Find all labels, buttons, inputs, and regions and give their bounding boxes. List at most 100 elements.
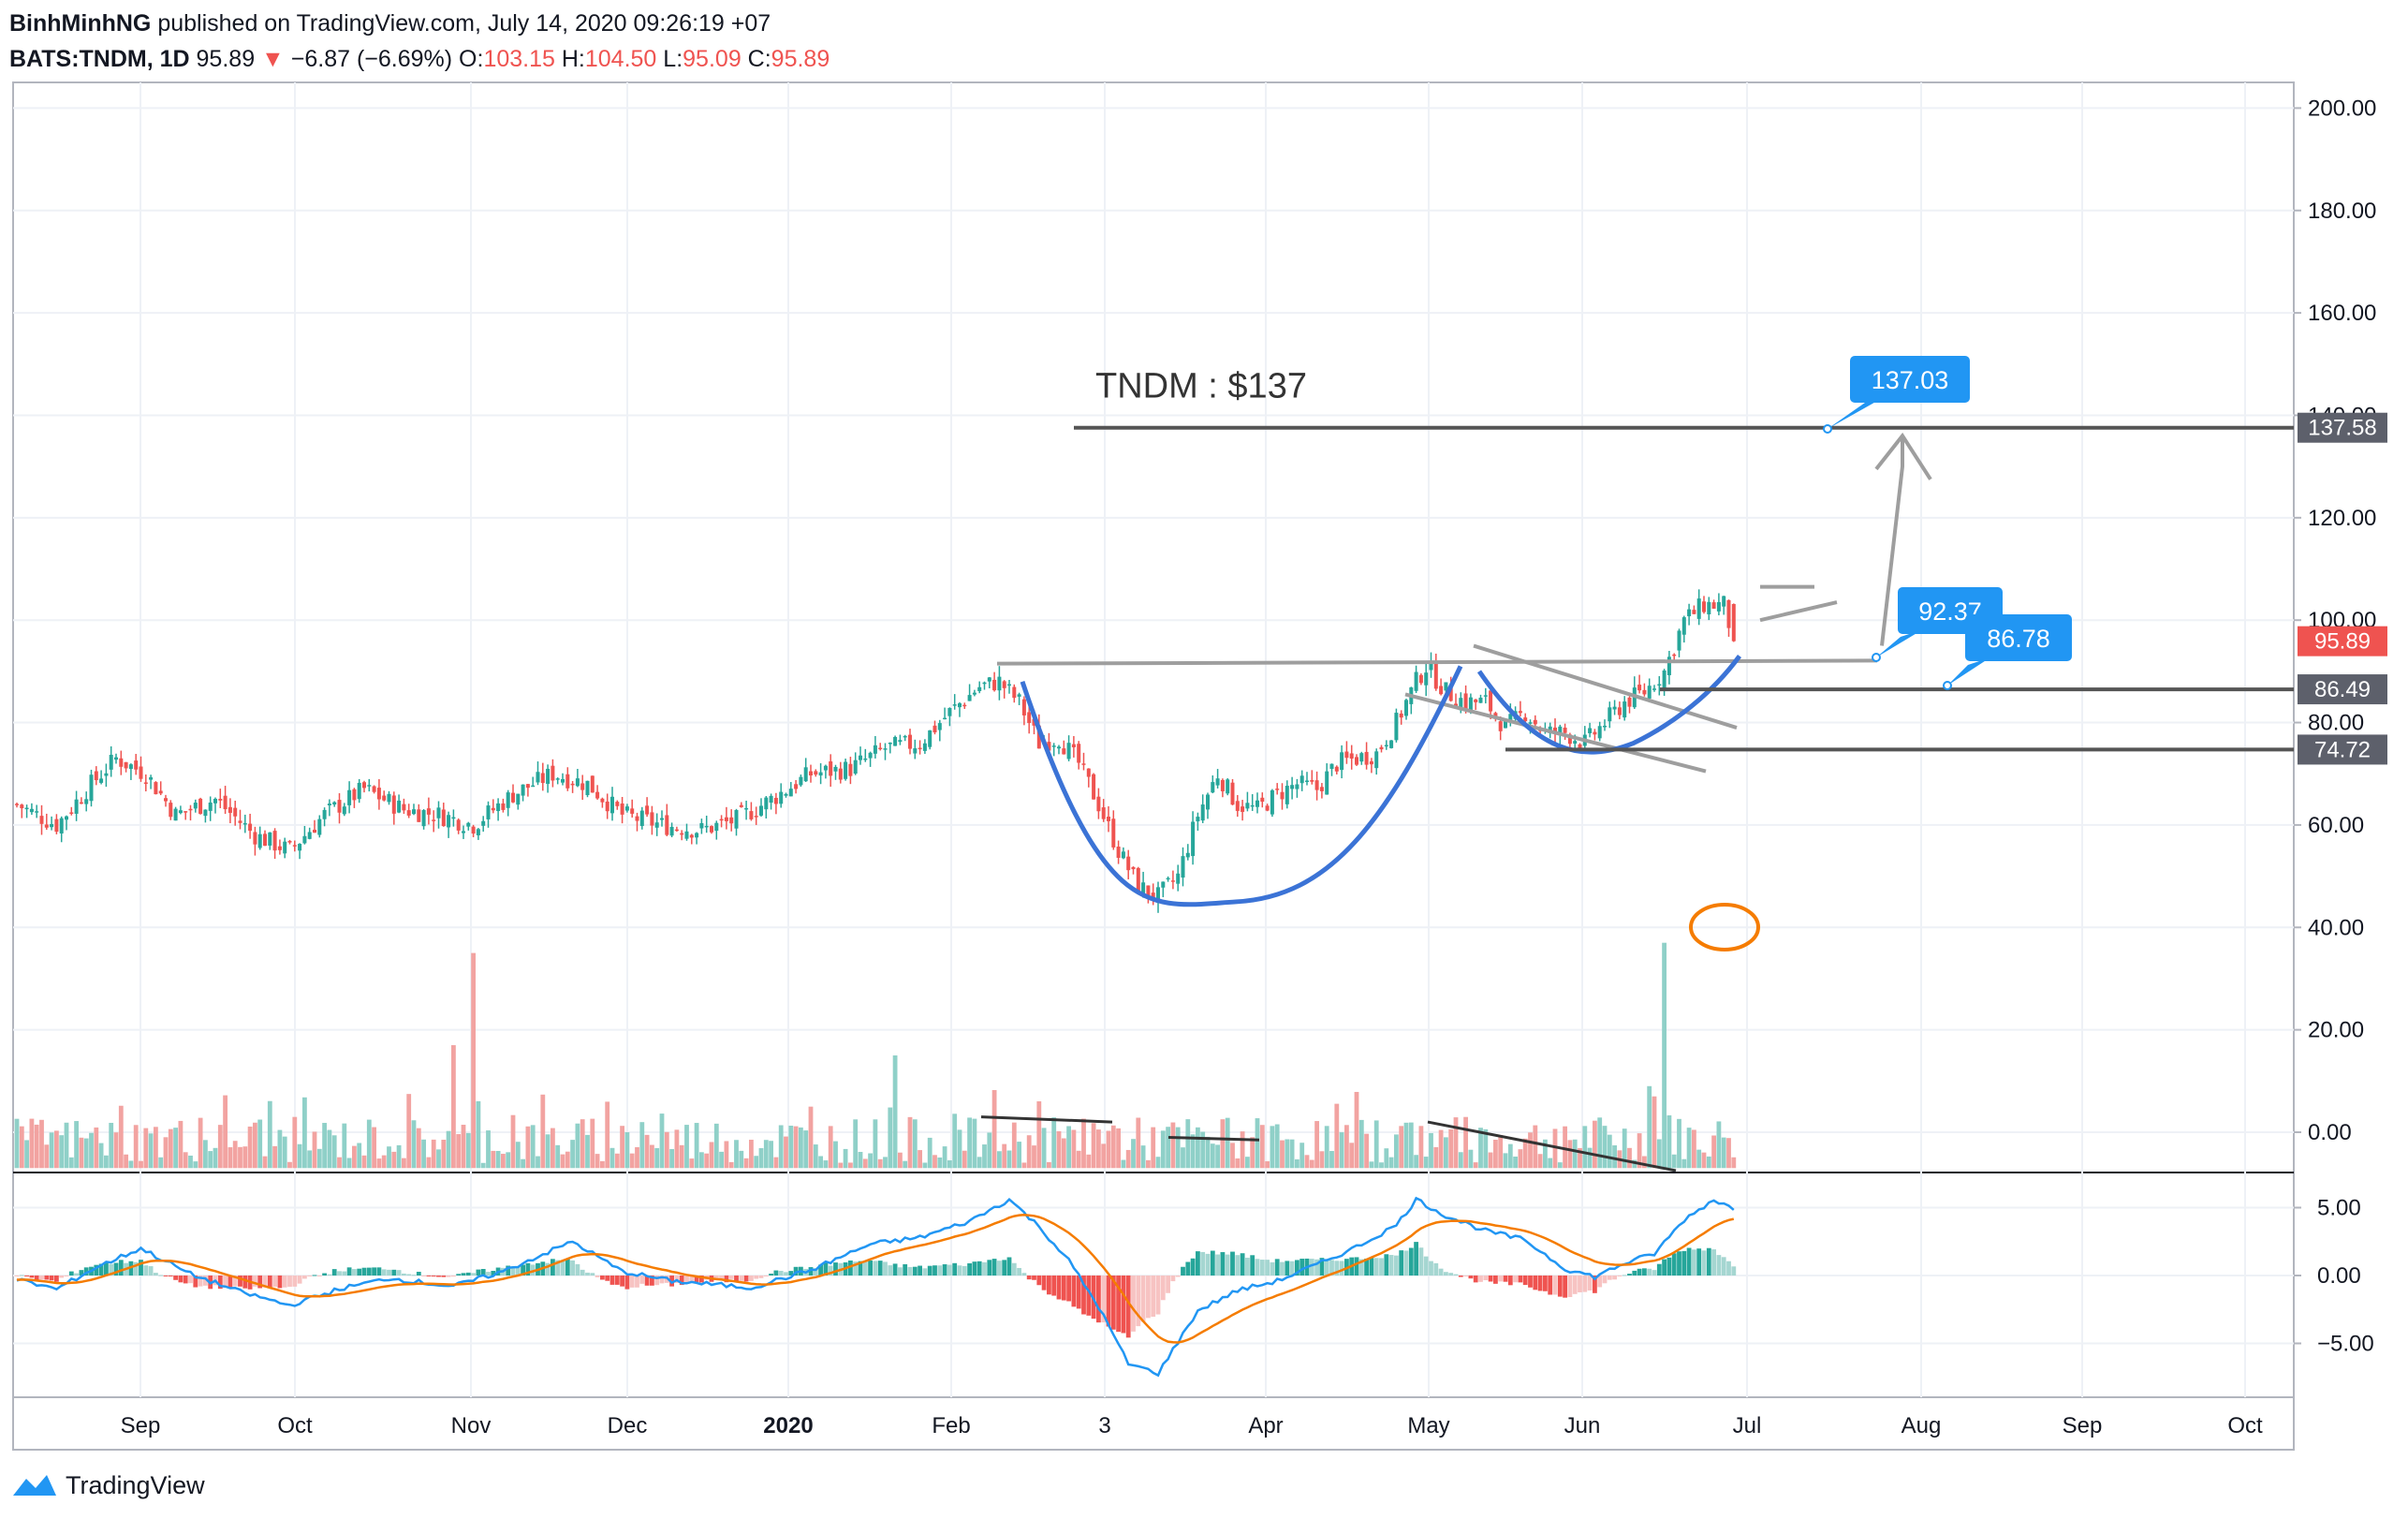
- candle-body: [451, 817, 456, 819]
- macd-histogram-bar: [758, 1276, 764, 1278]
- candle-body: [630, 808, 635, 814]
- volume-bar: [24, 1140, 29, 1169]
- volume-bar: [912, 1119, 918, 1169]
- candle-body: [242, 822, 247, 825]
- volume-bar: [674, 1129, 680, 1169]
- macd-histogram-bar: [1692, 1249, 1696, 1276]
- volume-bar: [778, 1125, 784, 1169]
- candle-body: [417, 809, 421, 822]
- candle-body: [1086, 768, 1091, 777]
- callout-label: 86.78: [1987, 625, 2050, 653]
- volume-bar: [907, 1116, 913, 1169]
- macd-histogram-bar: [1086, 1276, 1092, 1316]
- candle-body: [272, 831, 277, 851]
- macd-histogram-bar: [446, 1276, 451, 1277]
- candle-body: [555, 778, 560, 780]
- candle-body: [253, 832, 257, 845]
- volume-bar: [366, 1119, 372, 1169]
- volume-bar: [486, 1130, 491, 1169]
- ohlc-line: BATS:TNDM, 1D 95.89 ▼ −6.87 (−6.69%) O:1…: [9, 41, 830, 77]
- candle-body: [1096, 796, 1101, 812]
- macd-histogram-bar: [44, 1276, 50, 1280]
- volume-bar: [495, 1150, 501, 1169]
- macd-histogram-bar: [1285, 1261, 1290, 1276]
- candle-body: [79, 802, 83, 804]
- candle-body: [1404, 700, 1408, 716]
- candle-body: [1418, 674, 1423, 684]
- volume-bar: [991, 1090, 997, 1169]
- time-label: Jul: [1733, 1413, 1762, 1438]
- volume-bar: [1572, 1139, 1578, 1169]
- volume-bar: [426, 1157, 432, 1169]
- symbol-interval[interactable]: BATS:TNDM, 1D: [9, 46, 190, 72]
- candle-body: [1627, 697, 1632, 707]
- volume-trendline: [1167, 1135, 1260, 1142]
- macd-histogram-bar: [1696, 1248, 1702, 1276]
- macd-histogram-bar: [1433, 1262, 1439, 1276]
- macd-histogram-bar: [952, 1262, 958, 1276]
- macd-histogram-bar: [873, 1261, 878, 1276]
- volume-bar: [1106, 1130, 1111, 1169]
- candle-body: [848, 763, 853, 776]
- volume-bar: [704, 1153, 710, 1169]
- candle-body: [1558, 726, 1563, 736]
- macd-line: [16, 1196, 1735, 1378]
- volume-bar: [1557, 1162, 1563, 1169]
- volume-bar: [1612, 1145, 1617, 1169]
- macd-histogram-bar: [1572, 1276, 1578, 1294]
- volume-bar: [808, 1106, 814, 1169]
- candle-body: [844, 761, 848, 779]
- candle-body: [1617, 707, 1622, 715]
- macd-histogram-bar: [1667, 1257, 1672, 1276]
- candle-body: [546, 768, 551, 784]
- volume-bar: [1339, 1132, 1344, 1169]
- macd-histogram-bar: [416, 1272, 421, 1276]
- macd-histogram-bar: [927, 1265, 932, 1276]
- macd-histogram-bar: [461, 1273, 466, 1276]
- candle-body: [1468, 697, 1473, 711]
- candle-body: [1489, 690, 1493, 712]
- candle-body: [283, 841, 287, 854]
- price-tick-label: 120.00: [2308, 506, 2376, 531]
- close-value: 95.89: [771, 46, 830, 72]
- author-name[interactable]: BinhMinhNG: [9, 10, 152, 37]
- macd-histogram-bar: [297, 1276, 302, 1284]
- candle-body: [292, 845, 297, 847]
- macd-histogram-bar: [1076, 1276, 1081, 1309]
- candle-body: [99, 778, 104, 783]
- macd-histogram-bar: [327, 1274, 332, 1276]
- candle-body: [1270, 789, 1274, 815]
- candle-body: [1459, 698, 1463, 711]
- candle-body: [164, 798, 168, 802]
- candle-body: [729, 817, 734, 824]
- volume-bar: [406, 1094, 412, 1169]
- volume-bar: [402, 1158, 406, 1169]
- macd-histogram-bar: [1358, 1259, 1364, 1276]
- volume-bar: [411, 1120, 417, 1169]
- volume-bar: [124, 1154, 128, 1169]
- candle-body: [263, 833, 267, 847]
- candle-body: [59, 818, 64, 833]
- macd-histogram-bar: [441, 1276, 447, 1277]
- candle-body: [645, 805, 650, 815]
- candle-body: [1681, 617, 1686, 635]
- candle-body: [1637, 685, 1642, 691]
- candle-body: [481, 820, 486, 826]
- volume-bar: [1334, 1103, 1340, 1169]
- tradingview-brand[interactable]: TradingView: [11, 1468, 205, 1502]
- candle-body: [595, 791, 600, 799]
- low-label: L:: [663, 46, 683, 72]
- candle-body: [734, 809, 739, 829]
- candle-body: [1310, 779, 1314, 782]
- candle-body: [114, 757, 118, 760]
- candle-body: [1101, 807, 1106, 819]
- volume-bar: [521, 1158, 525, 1169]
- macd-histogram-bar: [818, 1264, 823, 1276]
- candle-body: [749, 811, 754, 819]
- macd-histogram-bar: [139, 1260, 143, 1276]
- macd-histogram-bar: [287, 1276, 292, 1288]
- candle-body: [531, 785, 536, 788]
- macd-histogram-bar: [1280, 1261, 1285, 1276]
- volume-bar: [163, 1137, 169, 1169]
